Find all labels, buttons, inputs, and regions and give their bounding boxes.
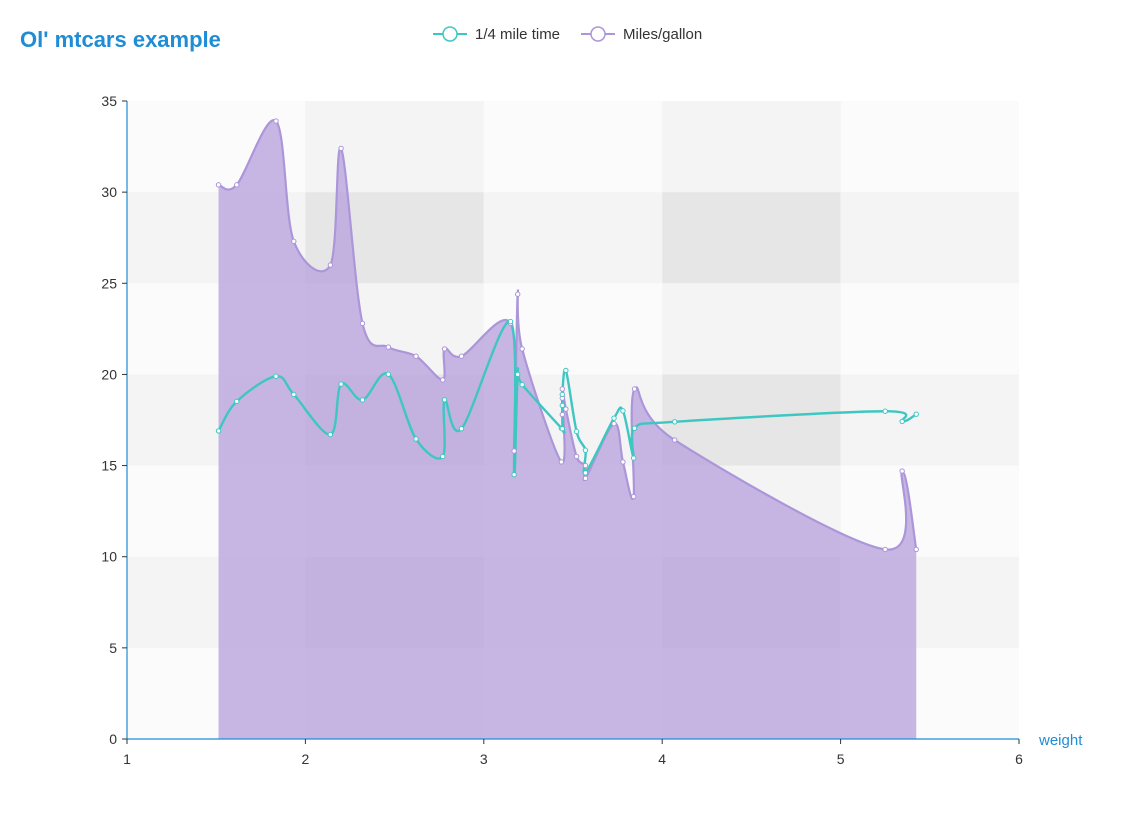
legend-marker bbox=[590, 26, 606, 42]
qsec-point bbox=[234, 398, 240, 405]
mpg-point bbox=[215, 182, 222, 188]
y-tick-label: 20 bbox=[101, 366, 117, 382]
area-layer bbox=[218, 120, 917, 739]
qsec-point bbox=[882, 408, 888, 414]
y-tick-label: 25 bbox=[101, 275, 117, 291]
legend[interactable]: 1/4 mile time Miles/gallon bbox=[433, 26, 702, 43]
x-tick-label: 2 bbox=[302, 751, 310, 767]
qsec-point bbox=[291, 391, 297, 398]
qsec-point bbox=[559, 402, 565, 409]
mpg-point bbox=[359, 320, 366, 327]
mpg-point bbox=[558, 459, 565, 465]
legend-item-mpg[interactable]: Miles/gallon bbox=[581, 26, 702, 43]
mpg-point bbox=[338, 145, 344, 152]
grid-band bbox=[662, 101, 841, 193]
grid-band bbox=[840, 192, 1019, 284]
x-tick-label: 4 bbox=[658, 751, 666, 767]
mpg-point bbox=[514, 291, 521, 297]
mpg-point bbox=[519, 346, 525, 352]
mpg-point bbox=[559, 386, 565, 392]
mpg-point bbox=[441, 346, 448, 352]
point-layer bbox=[215, 118, 919, 553]
x-tick-label: 6 bbox=[1015, 751, 1023, 767]
mpg-point bbox=[573, 453, 580, 460]
grid-band bbox=[662, 192, 841, 284]
mpg-point bbox=[440, 377, 446, 383]
x-axis-label: weight bbox=[1038, 732, 1083, 749]
qsec-point bbox=[215, 428, 222, 434]
legend-item-qsec[interactable]: 1/4 mile time bbox=[433, 26, 560, 43]
y-tick-label: 0 bbox=[109, 731, 117, 747]
y-tick-label: 30 bbox=[101, 184, 117, 200]
qsec-point bbox=[327, 431, 334, 438]
mpg-point bbox=[511, 448, 517, 454]
mpg-area bbox=[218, 120, 917, 739]
mpg-point bbox=[413, 353, 419, 359]
x-tick-label: 3 bbox=[480, 751, 488, 767]
qsec-point bbox=[620, 408, 626, 414]
grid-band bbox=[662, 283, 841, 375]
x-tick-label: 1 bbox=[123, 751, 131, 767]
qsec-point bbox=[519, 381, 525, 388]
qsec-point bbox=[630, 455, 637, 461]
mpg-point bbox=[458, 353, 465, 359]
qsec-point bbox=[413, 436, 419, 442]
legend-label: 1/4 mile time bbox=[475, 26, 560, 43]
mpg-point bbox=[234, 182, 240, 188]
mpg-point bbox=[291, 238, 297, 245]
x-tick-label: 5 bbox=[837, 751, 845, 767]
qsec-point bbox=[671, 419, 678, 425]
mpg-point bbox=[631, 386, 638, 392]
qsec-point bbox=[559, 391, 565, 398]
qsec-point bbox=[458, 426, 465, 432]
mpg-point bbox=[273, 118, 279, 124]
legend-marker bbox=[442, 26, 458, 42]
mpg-point bbox=[611, 420, 617, 427]
mpg-point bbox=[882, 546, 888, 553]
grid-band bbox=[305, 101, 484, 193]
mpg-point bbox=[385, 344, 392, 350]
mpg-point bbox=[582, 462, 589, 469]
mpg-point bbox=[899, 468, 905, 474]
qsec-point bbox=[913, 411, 919, 417]
qsec-point bbox=[507, 318, 514, 325]
qsec-point bbox=[440, 453, 446, 460]
legend-label: Miles/gallon bbox=[623, 26, 702, 43]
y-tick-label: 10 bbox=[101, 549, 117, 565]
qsec-point bbox=[559, 426, 565, 432]
qsec-point bbox=[582, 470, 589, 476]
qsec-point bbox=[511, 471, 517, 478]
mpg-point bbox=[563, 406, 569, 412]
mpg-point bbox=[630, 493, 637, 500]
mpg-point bbox=[327, 262, 334, 268]
qsec-point bbox=[611, 415, 617, 421]
grid-band bbox=[483, 192, 663, 284]
qsec-point bbox=[385, 371, 392, 377]
mpg-point bbox=[913, 546, 919, 553]
mpg-point bbox=[620, 459, 626, 465]
y-tick-label: 35 bbox=[101, 93, 117, 109]
axis-layer: 1 2 3 4 5 6 0 5 10 15 20 25 30 35 weight bbox=[101, 93, 1083, 767]
qsec-point bbox=[563, 367, 569, 374]
mpg-point bbox=[559, 411, 565, 418]
qsec-point bbox=[631, 425, 638, 431]
chart-title: Ol' mtcars example bbox=[20, 27, 221, 52]
qsec-point bbox=[338, 381, 344, 387]
mpg-point bbox=[582, 475, 589, 482]
qsec-point bbox=[273, 373, 279, 379]
qsec-point bbox=[573, 428, 580, 435]
y-tick-label: 15 bbox=[101, 458, 117, 474]
qsec-point bbox=[899, 418, 905, 425]
y-tick-label: 5 bbox=[109, 640, 117, 656]
qsec-point bbox=[582, 447, 589, 453]
qsec-point bbox=[514, 371, 521, 378]
grid-band bbox=[840, 374, 1019, 466]
qsec-point bbox=[441, 397, 448, 403]
mpg-point bbox=[671, 437, 678, 443]
qsec-point bbox=[359, 397, 366, 403]
